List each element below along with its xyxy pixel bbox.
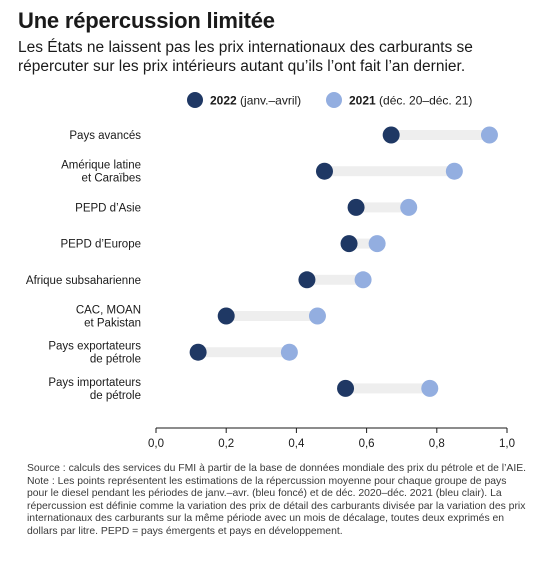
connector-bar <box>226 311 318 321</box>
point-2021 <box>445 162 463 180</box>
category-label: de pétrole <box>90 390 141 402</box>
legend: 2022 (janv.–avril) 2021 (déc. 20–déc. 21) <box>187 92 472 108</box>
legend-label: 2021 (déc. 20–déc. 21) <box>349 94 472 108</box>
x-tick-label: 0,8 <box>429 438 445 450</box>
point-2021 <box>280 343 298 361</box>
connector-bar <box>391 130 490 140</box>
source-note: Source : calculs des services du FMI à p… <box>27 463 527 474</box>
connector-bar <box>349 238 378 249</box>
chart-notes: Source : calculs des services du FMI à p… <box>27 463 527 539</box>
category-label: Pays avancés <box>69 130 141 142</box>
explanatory-note: Note : Les points représentent les estim… <box>27 475 526 537</box>
point-2022 <box>337 379 355 397</box>
legend-label: 2022 (janv.–avril) <box>210 94 301 108</box>
point-2021 <box>421 379 439 397</box>
category-label: Amérique latine <box>61 160 141 172</box>
point-2021 <box>368 235 386 253</box>
point-2022 <box>382 126 400 144</box>
legend-marker <box>326 92 342 108</box>
point-2021 <box>308 307 326 325</box>
x-tick-label: 0,2 <box>218 438 234 450</box>
point-2021 <box>354 271 372 289</box>
category-row: Pays avancés <box>69 126 498 144</box>
legend-marker <box>187 92 203 108</box>
point-2022 <box>340 235 358 253</box>
point-2021 <box>480 126 498 144</box>
category-label: PEPD d’Europe <box>60 239 141 251</box>
category-label: et Pakistan <box>84 318 141 330</box>
point-2022 <box>315 162 333 180</box>
point-2021 <box>400 198 418 216</box>
category-label: Afrique subsaharienne <box>26 275 141 287</box>
category-label: de pétrole <box>90 354 141 366</box>
category-row: PEPD d’Europe <box>60 235 386 253</box>
point-2022 <box>217 307 235 325</box>
category-row: PEPD d’Asie <box>75 198 418 216</box>
chart-subtitle: Les États ne laissent pas les prix inter… <box>18 39 473 75</box>
chart-title: Une répercussion limitée <box>18 8 275 33</box>
connector-bar <box>198 347 290 358</box>
connector-bar <box>356 202 409 213</box>
point-2022 <box>347 198 365 216</box>
category-label: PEPD d’Asie <box>75 202 141 214</box>
x-tick-label: 0,4 <box>288 438 305 450</box>
x-tick-label: 0,6 <box>359 438 375 450</box>
category-label: Pays exportateurs <box>48 341 141 353</box>
connector-bar <box>306 274 364 285</box>
connector-bar <box>345 383 430 394</box>
category-label: CAC, MOAN <box>76 305 141 317</box>
x-axis: 0,0 0,2 0,4 0,6 0,8 1,0 <box>148 427 515 450</box>
dumbbell-chart: 2022 (janv.–avril) 2021 (déc. 20–déc. 21)… <box>26 92 515 450</box>
x-tick-label: 1,0 <box>499 438 515 450</box>
point-2022 <box>298 271 316 289</box>
category-label: et Caraïbes <box>82 173 142 185</box>
x-tick-label: 0,0 <box>148 438 164 450</box>
category-label: Pays importateurs <box>48 377 141 389</box>
connector-bar <box>324 166 455 177</box>
point-2022 <box>189 343 207 361</box>
category-row: Afrique subsaharienne <box>26 271 372 289</box>
